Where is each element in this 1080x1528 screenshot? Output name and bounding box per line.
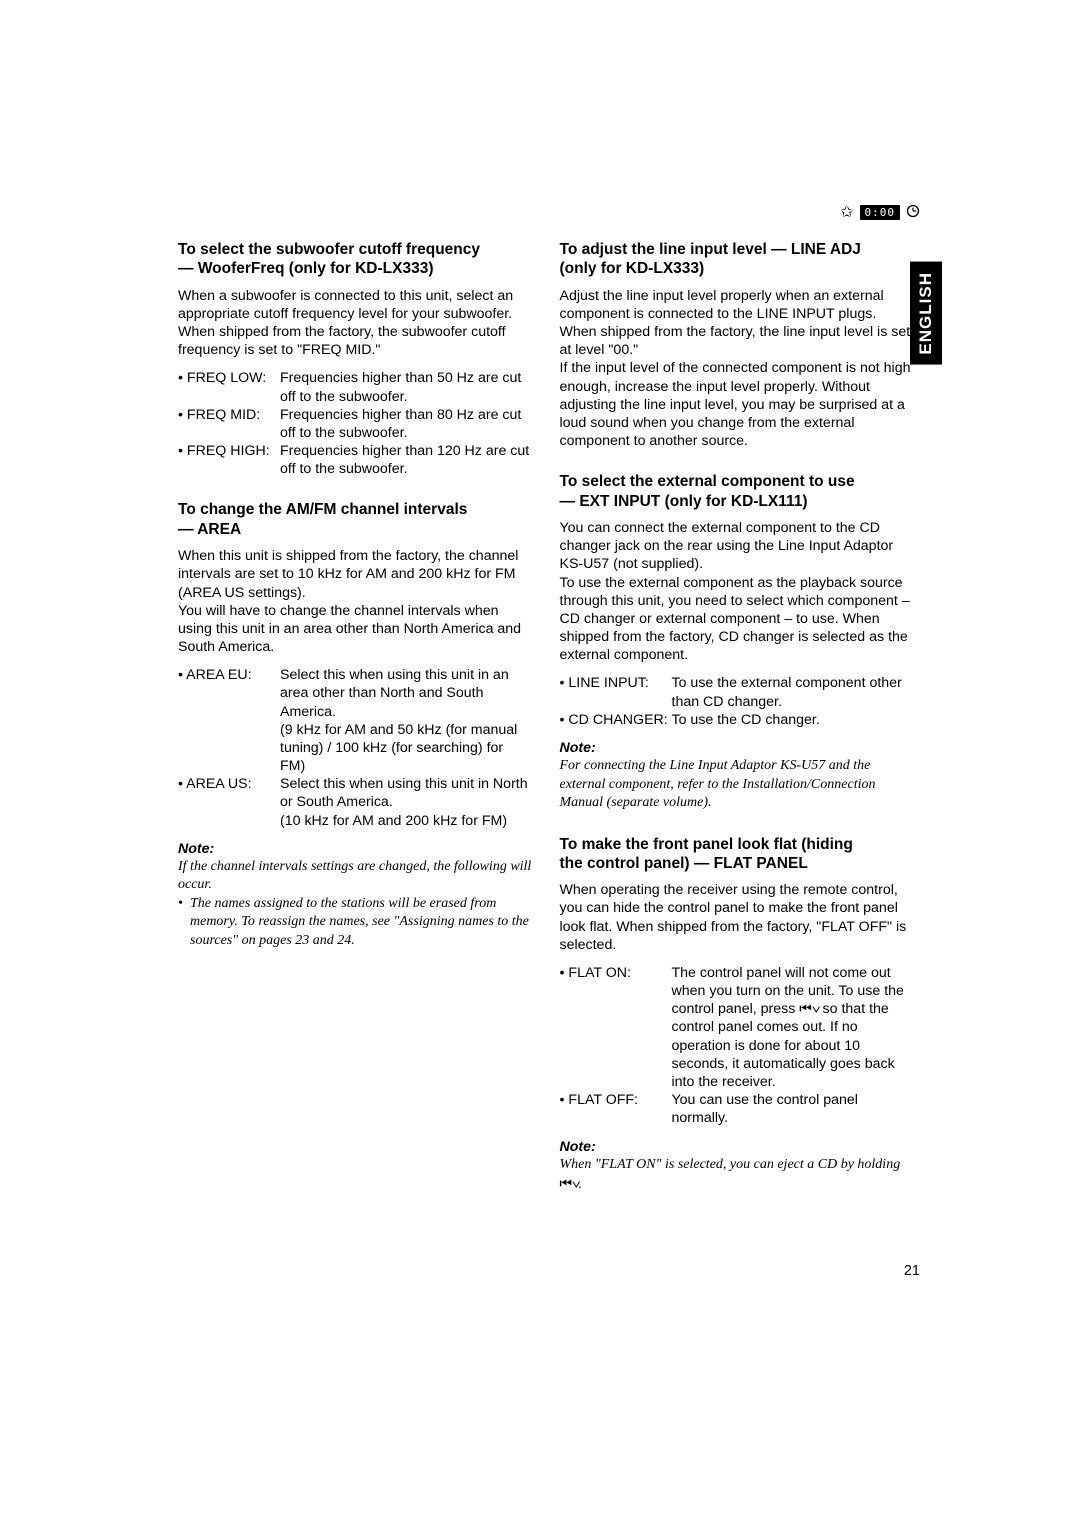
heading-text2a: the control panel) — bbox=[560, 855, 714, 872]
note-intro: If the channel intervals settings are ch… bbox=[178, 858, 532, 895]
item-label: • FREQ LOW: bbox=[178, 369, 280, 405]
list-item: • FREQ LOW: Frequencies higher than 50 H… bbox=[178, 369, 532, 405]
item-value: The control panel will not come out when… bbox=[672, 964, 914, 1091]
ext-list: • LINE INPUT: To use the external compon… bbox=[560, 674, 914, 729]
lcd-readout: 0:00 bbox=[860, 205, 901, 220]
heading-ext: To select the external component to use … bbox=[560, 472, 914, 511]
note-body: If the channel intervals settings are ch… bbox=[178, 858, 532, 950]
list-item: • CD CHANGER: To use the CD changer. bbox=[560, 711, 914, 729]
heading-sub: AREA bbox=[197, 521, 241, 538]
item-value: Frequencies higher than 50 Hz are cut of… bbox=[280, 369, 532, 405]
item-value: Frequencies higher than 120 Hz are cut o… bbox=[280, 442, 532, 478]
note-heading: Note: bbox=[560, 739, 914, 757]
section-woofer-freq: To select the subwoofer cutoff frequency… bbox=[178, 240, 532, 478]
rewind-down-icon: ⏮ ∨ bbox=[560, 1175, 579, 1191]
note-pre: When "FLAT ON" is selected, you can ejec… bbox=[560, 1157, 901, 1172]
para: When operating the receiver using the re… bbox=[560, 881, 914, 954]
item-label: • LINE INPUT: bbox=[560, 674, 672, 710]
language-tab: ENGLISH bbox=[910, 262, 942, 365]
header-icons: ✩ 0:00 bbox=[840, 202, 920, 222]
clock-icon bbox=[906, 204, 920, 221]
bullet-dot: • bbox=[178, 895, 190, 950]
heading-woofer: To select the subwoofer cutoff frequency… bbox=[178, 240, 532, 279]
item-label: • AREA US: bbox=[178, 775, 280, 830]
item-value: To use the external component other than… bbox=[672, 674, 914, 710]
heading-dash: — bbox=[178, 521, 197, 538]
item-label: • FLAT ON: bbox=[560, 964, 672, 1091]
list-item: • LINE INPUT: To use the external compon… bbox=[560, 674, 914, 710]
section-line-adj: To adjust the line input level — LINE AD… bbox=[560, 240, 914, 450]
heading-text: To change the AM/FM channel intervals bbox=[178, 501, 467, 518]
item-value: You can use the control panel normally. bbox=[672, 1091, 914, 1127]
item-label: • CD CHANGER: bbox=[560, 711, 672, 729]
heading-sub: EXT INPUT (only for KD-LX111) bbox=[579, 493, 807, 510]
heading-text2b: FLAT PANEL bbox=[714, 855, 808, 872]
item-value: Select this when using this unit in Nort… bbox=[280, 775, 532, 830]
item-label: • FLAT OFF: bbox=[560, 1091, 672, 1127]
list-item: • FLAT OFF: You can use the control pane… bbox=[560, 1091, 914, 1127]
note-heading: Note: bbox=[178, 840, 532, 858]
item-value: Frequencies higher than 80 Hz are cut of… bbox=[280, 406, 532, 442]
note-heading: Note: bbox=[560, 1138, 914, 1156]
heading-text: To make the front panel look flat (hidin… bbox=[560, 836, 853, 853]
item-label: • FREQ HIGH: bbox=[178, 442, 280, 478]
note-body: When "FLAT ON" is selected, you can ejec… bbox=[560, 1156, 914, 1195]
list-item: • AREA US: Select this when using this u… bbox=[178, 775, 532, 830]
list-item: • FLAT ON: The control panel will not co… bbox=[560, 964, 914, 1091]
star-icon: ✩ bbox=[840, 202, 853, 222]
heading-sub: WooferFreq (only for KD-LX333) bbox=[198, 260, 434, 277]
page-content: To select the subwoofer cutoff frequency… bbox=[178, 240, 913, 1195]
para: When a subwoofer is connected to this un… bbox=[178, 287, 532, 360]
bullet-text: The names assigned to the stations will … bbox=[190, 895, 532, 950]
heading-dash: — bbox=[560, 493, 580, 510]
list-item: • FREQ HIGH: Frequencies higher than 120… bbox=[178, 442, 532, 478]
section-area: To change the AM/FM channel intervals — … bbox=[178, 500, 532, 950]
list-item: • FREQ MID: Frequencies higher than 80 H… bbox=[178, 406, 532, 442]
rewind-down-icon: ⏮ ∨ bbox=[799, 1001, 818, 1017]
note-body: For connecting the Line Input Adaptor KS… bbox=[560, 757, 914, 812]
list-item: • AREA EU: Select this when using this u… bbox=[178, 666, 532, 775]
area-list: • AREA EU: Select this when using this u… bbox=[178, 666, 532, 830]
heading-text: To select the external component to use bbox=[560, 473, 855, 490]
item-label: • AREA EU: bbox=[178, 666, 280, 775]
heading-text-a: To adjust the line input level — bbox=[560, 241, 791, 258]
section-flat-panel: To make the front panel look flat (hidin… bbox=[560, 835, 914, 1195]
heading-sub: (only for KD-LX333) bbox=[560, 260, 705, 277]
left-column: To select the subwoofer cutoff frequency… bbox=[178, 240, 532, 1195]
item-value: Select this when using this unit in an a… bbox=[280, 666, 532, 775]
section-ext-input: To select the external component to use … bbox=[560, 472, 914, 812]
note-bullet: • The names assigned to the stations wil… bbox=[178, 895, 532, 950]
heading-area: To change the AM/FM channel intervals — … bbox=[178, 500, 532, 539]
page-number: 21 bbox=[904, 1263, 920, 1279]
heading-text: To select the subwoofer cutoff frequency bbox=[178, 241, 480, 258]
para: You can connect the external component t… bbox=[560, 519, 914, 664]
heading-flat: To make the front panel look flat (hidin… bbox=[560, 835, 914, 874]
freq-list: • FREQ LOW: Frequencies higher than 50 H… bbox=[178, 369, 532, 478]
flat-list: • FLAT ON: The control panel will not co… bbox=[560, 964, 914, 1128]
item-label: • FREQ MID: bbox=[178, 406, 280, 442]
para: When this unit is shipped from the facto… bbox=[178, 547, 532, 656]
item-value: To use the CD changer. bbox=[672, 711, 914, 729]
heading-text-b: LINE ADJ bbox=[791, 241, 861, 258]
note-post: . bbox=[579, 1177, 583, 1192]
para: Adjust the line input level properly whe… bbox=[560, 287, 914, 451]
right-column: To adjust the line input level — LINE AD… bbox=[560, 240, 914, 1195]
heading-line-adj: To adjust the line input level — LINE AD… bbox=[560, 240, 914, 279]
heading-dash: — bbox=[178, 260, 198, 277]
